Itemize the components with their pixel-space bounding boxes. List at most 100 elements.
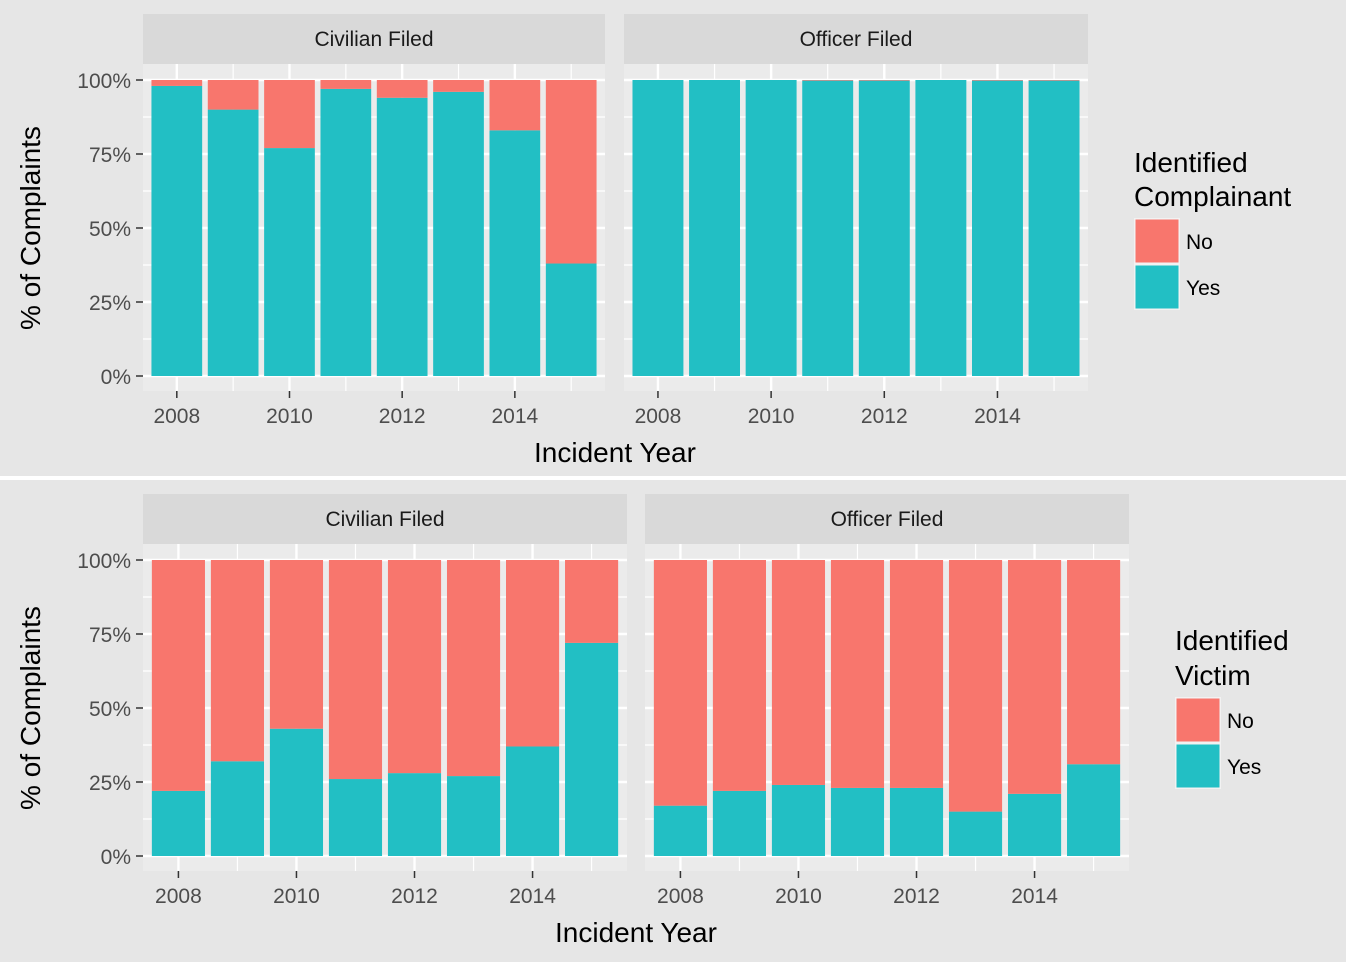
bar-yes-2014 [1008, 793, 1062, 856]
facet-panel: Officer Filed 2008 2010 2012 2014 [624, 14, 1088, 428]
x-tick-label: 2010 [775, 885, 822, 908]
bar-yes-2015 [565, 642, 619, 856]
bar-no-2008 [653, 560, 707, 806]
bar-yes-2011 [320, 88, 372, 376]
bar-no-2014 [1008, 560, 1062, 794]
bar-no-2011 [328, 560, 383, 780]
facet-label: Officer Filed [831, 508, 944, 531]
x-tick-label: 2008 [635, 405, 682, 428]
legend-title: Identified [1134, 147, 1248, 178]
bar-yes-2014 [972, 80, 1023, 376]
x-axis-title: Incident Year [534, 437, 696, 468]
y-axis-title: % of Complaints [15, 126, 46, 330]
legend-key-yes [1135, 265, 1179, 309]
bar-no-2013 [433, 80, 484, 92]
bar-yes-2012 [376, 97, 428, 376]
bar-no-2014 [506, 560, 560, 747]
y-tick-label: 25% [89, 772, 131, 795]
bar-yes-2010 [264, 148, 315, 376]
x-tick-label: 2010 [748, 405, 795, 428]
bar-no-2014 [972, 80, 1023, 81]
x-tick-label: 2012 [893, 885, 940, 908]
y-tick-label: 100% [77, 70, 131, 93]
bar-yes-2012 [387, 773, 442, 856]
bar-yes-2014 [506, 746, 560, 856]
bar-no-2013 [446, 560, 501, 777]
facet-strip [645, 494, 1129, 544]
y-axis-title: % of Complaints [15, 606, 46, 810]
bar-yes-2009 [689, 80, 740, 376]
bar-yes-2013 [433, 91, 484, 376]
bar-no-2012 [376, 80, 428, 98]
x-tick-label: 2012 [861, 405, 908, 428]
bar-yes-2013 [446, 776, 501, 856]
legend-key-yes [1176, 744, 1220, 788]
legend-title: Complainant [1134, 181, 1291, 212]
bar-yes-2009 [207, 109, 259, 376]
chart-2: Civilian Filed 2008 2010 2012 2014 0% 25% 50% 75… [0, 480, 1346, 962]
bar-yes-2008 [653, 805, 707, 856]
bar-yes-2008 [151, 85, 203, 377]
bar-yes-2011 [830, 787, 885, 856]
bar-no-2015 [545, 80, 597, 264]
x-tick-label: 2012 [379, 405, 426, 428]
facet-panel: Civilian Filed 2008 2010 2012 2014 0% 25% 50% 75… [77, 494, 627, 908]
x-tick-label: 2014 [509, 885, 556, 908]
bar-no-2011 [802, 80, 854, 81]
bar-yes-2012 [889, 787, 944, 856]
bar-no-2009 [712, 560, 766, 791]
facet-panel: Officer Filed 2008 2010 2012 2014 [645, 494, 1129, 908]
bar-yes-2013 [915, 80, 967, 376]
bar-yes-2008 [151, 790, 205, 856]
bar-no-2008 [151, 80, 203, 86]
bar-no-2012 [889, 560, 944, 788]
x-tick-label: 2008 [657, 885, 704, 908]
bar-yes-2008 [632, 80, 684, 376]
bar-yes-2012 [858, 80, 910, 376]
x-tick-label: 2008 [155, 885, 202, 908]
bar-yes-2011 [328, 779, 383, 856]
bar-yes-2009 [210, 761, 264, 856]
x-tick-label: 2010 [273, 885, 320, 908]
legend-key-no [1176, 698, 1220, 742]
y-tick-label: 0% [101, 366, 131, 389]
bar-no-2010 [264, 80, 315, 149]
x-tick-label: 2008 [153, 405, 200, 428]
x-axis-title: Incident Year [555, 917, 717, 948]
bar-yes-2013 [948, 811, 1003, 856]
x-tick-label: 2014 [491, 405, 538, 428]
x-tick-label: 2012 [391, 885, 438, 908]
bar-no-2011 [320, 80, 372, 89]
bar-yes-2010 [269, 728, 324, 856]
legend-label: Yes [1227, 756, 1261, 779]
legend-title: Identified [1175, 625, 1289, 656]
legend-key-no [1135, 219, 1179, 263]
bar-yes-2010 [745, 80, 797, 376]
bar-no-2009 [207, 80, 259, 110]
chart-1: Civilian Filed 2008 2010 2012 2014 0% 25% 50% 75… [0, 0, 1346, 476]
bar-no-2010 [771, 560, 826, 785]
bar-no-2015 [1028, 80, 1080, 81]
bar-no-2012 [858, 80, 910, 81]
facet-label: Civilian Filed [325, 508, 444, 531]
facet-label: Civilian Filed [314, 28, 433, 51]
legend-label: No [1186, 231, 1213, 254]
bar-no-2008 [151, 560, 205, 791]
legend-title: Victim [1175, 660, 1251, 691]
facet-label: Officer Filed [800, 28, 913, 51]
bar-no-2014 [489, 80, 541, 131]
legend-label: Yes [1186, 277, 1220, 300]
y-tick-label: 75% [89, 144, 131, 167]
bar-yes-2009 [712, 790, 766, 856]
bar-no-2013 [948, 560, 1003, 812]
bar-no-2009 [210, 560, 264, 762]
facet-panel: Civilian Filed 2008 2010 2012 2014 0% 25% 50% 75… [77, 14, 605, 428]
bar-no-2015 [565, 560, 619, 643]
bar-no-2011 [830, 560, 885, 788]
y-tick-label: 50% [89, 218, 131, 241]
bar-yes-2014 [489, 130, 541, 376]
y-tick-label: 0% [101, 846, 131, 869]
bar-no-2010 [269, 560, 324, 729]
